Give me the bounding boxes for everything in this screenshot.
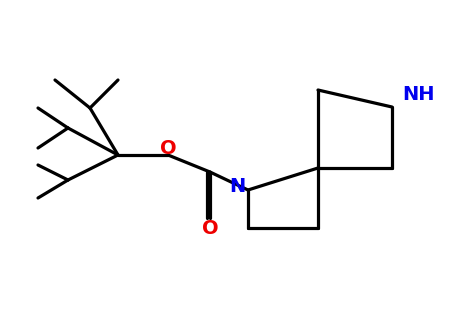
Text: N: N (229, 177, 245, 196)
Text: NH: NH (402, 86, 434, 104)
Text: O: O (202, 219, 218, 238)
Text: O: O (159, 138, 176, 157)
